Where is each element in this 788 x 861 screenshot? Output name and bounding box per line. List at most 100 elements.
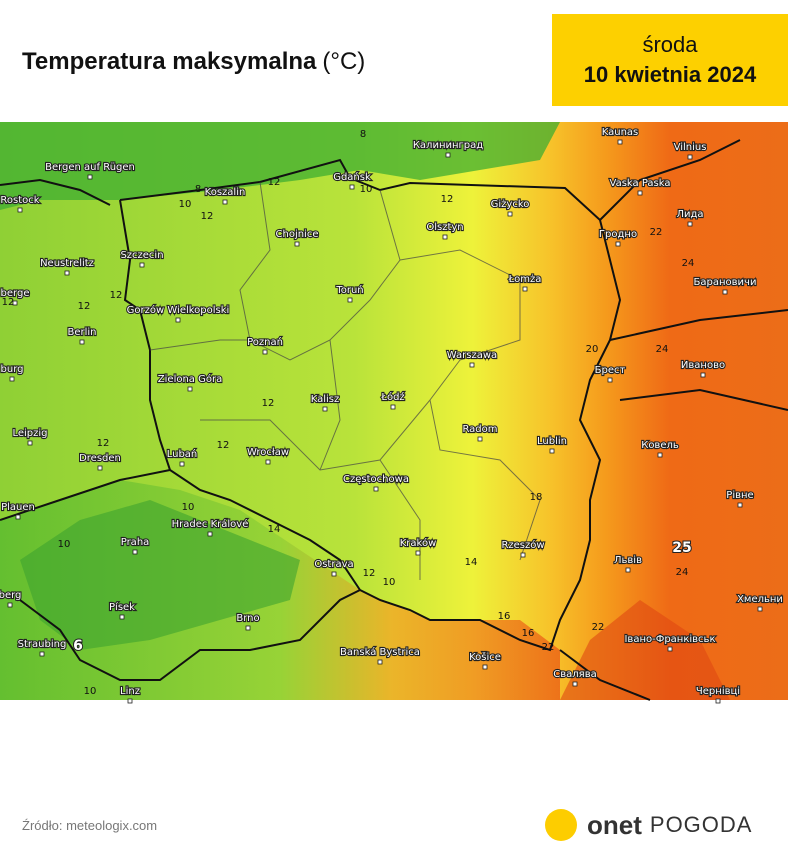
city-dot — [175, 317, 181, 323]
temperature-label: 20 — [586, 344, 599, 355]
city-dot — [39, 651, 45, 657]
city-dot — [139, 262, 145, 268]
city-dot — [119, 614, 125, 620]
city-label: Toruń — [335, 284, 363, 296]
city-dot — [657, 452, 663, 458]
temperature-label: 10 — [58, 539, 71, 550]
city-dot — [445, 152, 451, 158]
city-dot — [687, 154, 693, 160]
sea — [0, 122, 560, 210]
city-dot — [390, 404, 396, 410]
city-label: Berlin — [67, 327, 96, 338]
city-label: Koszalin — [205, 187, 246, 198]
city-dot — [132, 549, 138, 555]
city-label: Gorzów Wielkopolski — [127, 304, 230, 316]
temperature-label: 12 — [97, 438, 110, 449]
temperature-label: 22 — [542, 642, 555, 653]
city-dot — [687, 221, 693, 227]
city-label: Rzeszów — [501, 539, 544, 551]
date: 10 kwietnia 2024 — [583, 62, 757, 87]
city-dot — [64, 270, 70, 276]
city-dot — [377, 659, 383, 665]
temperature-label: 12 — [262, 398, 275, 409]
city-label: Lublin — [537, 436, 567, 447]
city-label: berg — [0, 590, 21, 601]
city-label: Хмельни — [737, 594, 783, 605]
city-dot — [373, 486, 379, 492]
city-dot — [207, 531, 213, 537]
temperature-label: 12 — [78, 301, 91, 312]
city-dot — [187, 386, 193, 392]
city-label: Banská Bystrica — [340, 646, 420, 658]
city-dot — [637, 190, 643, 196]
city-dot — [347, 297, 353, 303]
city-dot — [27, 440, 33, 446]
city-label: Свалява — [553, 669, 596, 680]
city-label: Гродно — [599, 229, 637, 240]
temperature-label: 22 — [592, 622, 605, 633]
city-dot — [625, 567, 631, 573]
temperature-label: 24 — [682, 258, 695, 269]
temperature-label: 8 — [195, 184, 201, 195]
city-label: Zielona Góra — [158, 373, 222, 385]
logo: onet POGODA — [545, 808, 752, 842]
title: Temperatura maksymalna (°C) — [22, 48, 365, 76]
unit: (°C) — [322, 48, 366, 75]
city-label: Olsztyn — [426, 222, 463, 233]
city-label: Львів — [614, 554, 642, 566]
city-dot — [715, 698, 721, 704]
city-dot — [7, 602, 13, 608]
city-dot — [737, 502, 743, 508]
city-label: Kraków — [400, 537, 437, 549]
temperature-label: 10 — [182, 502, 195, 513]
carpathian-region — [560, 600, 730, 700]
city-dot — [294, 241, 300, 247]
city-label: Straubing — [18, 639, 67, 650]
city-label: Linz — [120, 686, 140, 697]
date-box: środa 10 kwietnia 2024 — [552, 14, 788, 106]
city-label: Warszawa — [447, 350, 497, 361]
city-dot — [87, 174, 93, 180]
regions — [149, 181, 541, 580]
temperature-label: 12 — [268, 177, 281, 188]
czech-region — [20, 500, 300, 650]
city-dot — [415, 550, 421, 556]
logo-dot — [545, 809, 577, 841]
city-label: Gdańsk — [333, 171, 371, 183]
title-text: Temperatura maksymalna — [22, 48, 317, 75]
city-dot — [179, 461, 185, 467]
city-dot — [615, 241, 621, 247]
city-label: Барановичи — [694, 277, 757, 288]
city-dot — [617, 139, 623, 145]
city-label: Chojnice — [276, 229, 319, 240]
temperature-label: 6 — [73, 638, 83, 654]
city-dot — [722, 289, 728, 295]
city-labels: Kaunas Vilnius Калининград Bergen auf Rügen… — [0, 126, 784, 704]
temperature-label: 10 — [383, 577, 396, 588]
temperature-label: 12 — [441, 194, 454, 205]
city-dot — [667, 646, 673, 652]
city-dot — [607, 377, 613, 383]
source: Źródło: meteologix.com — [22, 818, 158, 833]
city-label: Leipzig — [12, 428, 47, 439]
city-label: Rostock — [0, 195, 39, 206]
temperature-label: 18 — [530, 492, 543, 503]
city-label: Bergen auf Rügen — [45, 162, 135, 173]
temperature-label: 16 — [498, 611, 511, 622]
city-label: burg — [1, 364, 24, 375]
temperature-label: 24 — [676, 567, 689, 578]
city-label: Łomża — [508, 274, 542, 285]
city-dot — [12, 300, 18, 306]
city-label: Kaunas — [602, 127, 639, 138]
temperature-label: 10 — [360, 184, 373, 195]
city-dot — [322, 406, 328, 412]
city-label: berge — [1, 288, 30, 299]
city-label: Szczecin — [120, 250, 163, 261]
city-label: Брест — [595, 365, 626, 376]
city-label: Lubań — [167, 448, 198, 460]
city-label: Częstochowa — [343, 474, 409, 485]
city-label: Wrocław — [247, 447, 289, 458]
city-label: Poznań — [247, 336, 283, 348]
city-dot — [469, 362, 475, 368]
temperature-label: 12 — [363, 568, 376, 579]
